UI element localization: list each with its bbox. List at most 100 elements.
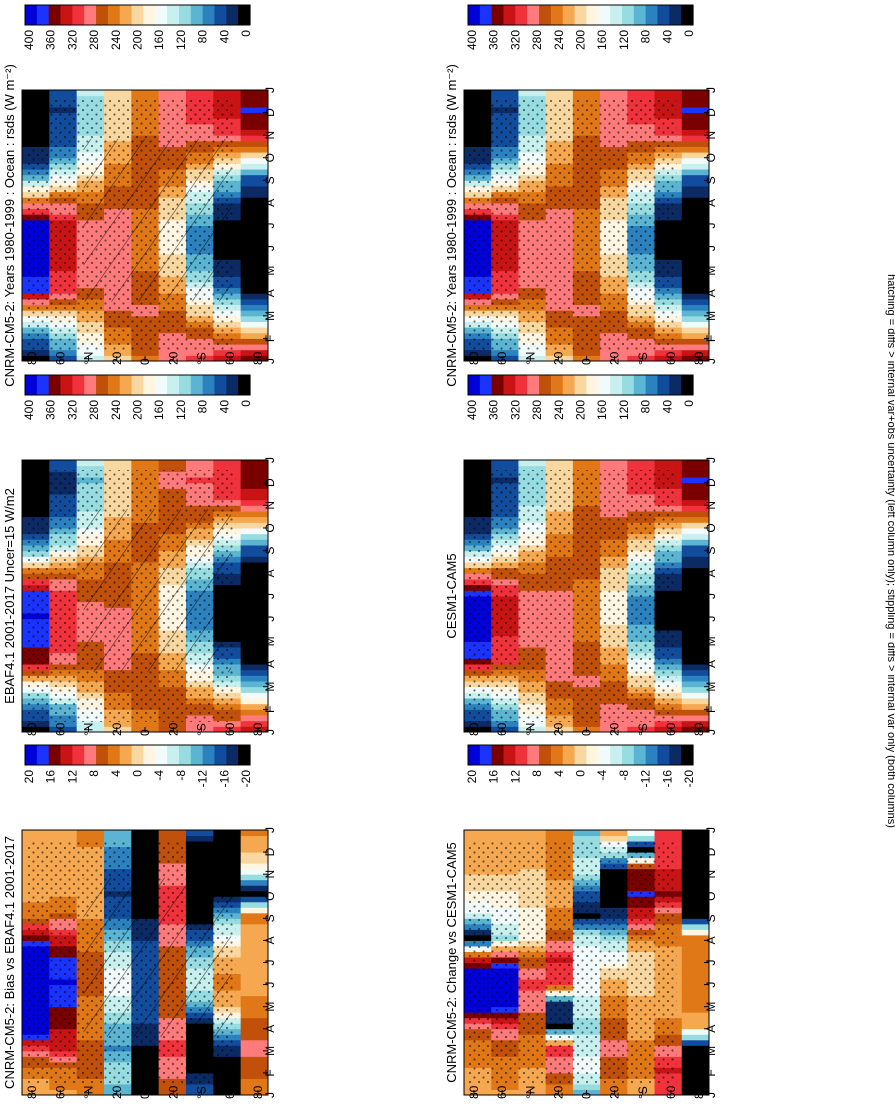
heatmap-cell — [681, 1056, 710, 1063]
heatmap-cell — [654, 465, 683, 472]
panel-row2-right: 400 360 320 280 240 200 160 120 80 40 0JFMAMJJASON… — [444, 374, 718, 736]
heatmap-cell — [572, 465, 601, 472]
heatmap-cell — [654, 1089, 683, 1096]
heatmap-cell — [186, 1083, 214, 1090]
heatmap-cell — [681, 344, 710, 351]
heatmap-cell — [681, 901, 710, 908]
month-label: D — [263, 108, 277, 117]
heatmap-cell — [240, 896, 269, 903]
heatmap-cell — [600, 1089, 628, 1096]
month-label: S — [704, 547, 718, 555]
heatmap-cell — [240, 327, 269, 334]
lat-label: 20 — [110, 351, 124, 365]
heatmap-cell — [213, 355, 242, 362]
colorbar-swatch — [155, 375, 168, 395]
month-label: A — [263, 199, 277, 207]
heatmap-cell — [681, 635, 710, 642]
colorbar-swatch — [96, 5, 109, 25]
lat-label: 0 — [580, 729, 594, 736]
colorbar-swatch — [562, 375, 576, 395]
lat-label: °N — [82, 723, 96, 736]
heatmap-cell — [240, 236, 269, 243]
colorbar-tick-label: -12 — [196, 770, 210, 788]
heatmap-cell — [104, 465, 132, 472]
heatmap-cell — [681, 174, 710, 181]
heatmap-cell — [681, 157, 710, 164]
heatmap-cell — [240, 846, 269, 853]
heatmap-cell — [240, 890, 269, 897]
heatmap-cell — [186, 835, 214, 842]
colorbar-swatch — [527, 5, 540, 25]
month-label: O — [704, 153, 718, 162]
heatmap-cell — [681, 259, 710, 266]
heatmap-cell — [491, 1089, 519, 1096]
heatmap-cell — [22, 830, 50, 837]
heatmap-cell — [681, 868, 710, 875]
colorbar-tick-label: 160 — [152, 30, 166, 50]
colorbar-frame — [24, 4, 251, 26]
heatmap-cell — [681, 1072, 710, 1079]
heatmap-cell — [681, 885, 710, 892]
colorbar-swatch — [167, 375, 180, 395]
colorbar-swatch — [190, 375, 204, 395]
heatmap-cell — [681, 962, 710, 969]
heatmap-cell — [491, 349, 519, 356]
heatmap-cell — [491, 1083, 519, 1090]
heatmap-cell — [600, 830, 628, 837]
heatmap-cell — [240, 1006, 269, 1013]
heatmap-cell — [681, 477, 710, 484]
month-label: J — [704, 358, 718, 364]
heatmap-cell — [681, 1023, 710, 1030]
lat-label: 80 — [467, 1085, 481, 1099]
heatmap-cell — [572, 349, 601, 356]
colorbar-swatch — [491, 745, 505, 765]
heatmap-cell — [240, 349, 269, 356]
colorbar-swatch — [226, 745, 239, 765]
colorbar-swatch — [226, 375, 239, 395]
heatmap-cell — [240, 152, 269, 159]
month-label: J — [704, 729, 718, 735]
colorbar-tick-label: 120 — [617, 400, 631, 420]
heatmap-cell — [213, 95, 242, 102]
heatmap-cell — [240, 208, 269, 215]
heatmap-cell — [76, 835, 105, 842]
heatmap-cell — [240, 321, 269, 328]
footnote: hatching = diffs > internal var+obs unce… — [885, 274, 895, 828]
heatmap-cell — [681, 180, 710, 187]
colorbar-swatch — [633, 745, 647, 765]
heatmap-cell — [240, 681, 269, 688]
heatmap-cell — [76, 95, 105, 102]
month-label: J — [704, 960, 718, 966]
month-label: N — [263, 131, 277, 140]
heatmap-cell — [464, 830, 492, 837]
colorbar-swatch — [539, 745, 552, 765]
hatching — [83, 508, 232, 673]
heatmap-cell — [681, 276, 710, 283]
lat-label: 80 — [251, 351, 265, 365]
colorbar-swatch — [479, 745, 493, 765]
heatmap-cell — [600, 90, 628, 97]
heatmap-cell — [681, 590, 710, 597]
heatmap-cell — [654, 1083, 683, 1090]
colorbar-swatch — [598, 375, 611, 395]
month-label: A — [704, 199, 718, 207]
heatmap-cell — [240, 539, 269, 546]
colorbar-swatch — [107, 5, 121, 25]
lat-label: 0 — [138, 358, 152, 365]
heatmap-cell — [518, 465, 547, 472]
heatmap-cell — [240, 494, 269, 501]
heatmap-cell — [240, 726, 269, 733]
colorbar-swatch — [48, 745, 62, 765]
colorbar-swatch — [562, 745, 576, 765]
heatmap-cell — [681, 465, 710, 472]
heatmap-cell — [104, 720, 132, 727]
heatmap-cell — [681, 101, 710, 108]
heatmap-cell — [681, 596, 710, 603]
heatmap-cell — [76, 349, 105, 356]
heatmap-cell — [654, 835, 683, 842]
heatmap-cell — [240, 579, 269, 586]
panel-title: EBAF4.1 2001-2017 Uncer=15 W/m2 — [2, 488, 17, 704]
heatmap-cell — [627, 720, 656, 727]
colorbar-swatch — [178, 745, 192, 765]
